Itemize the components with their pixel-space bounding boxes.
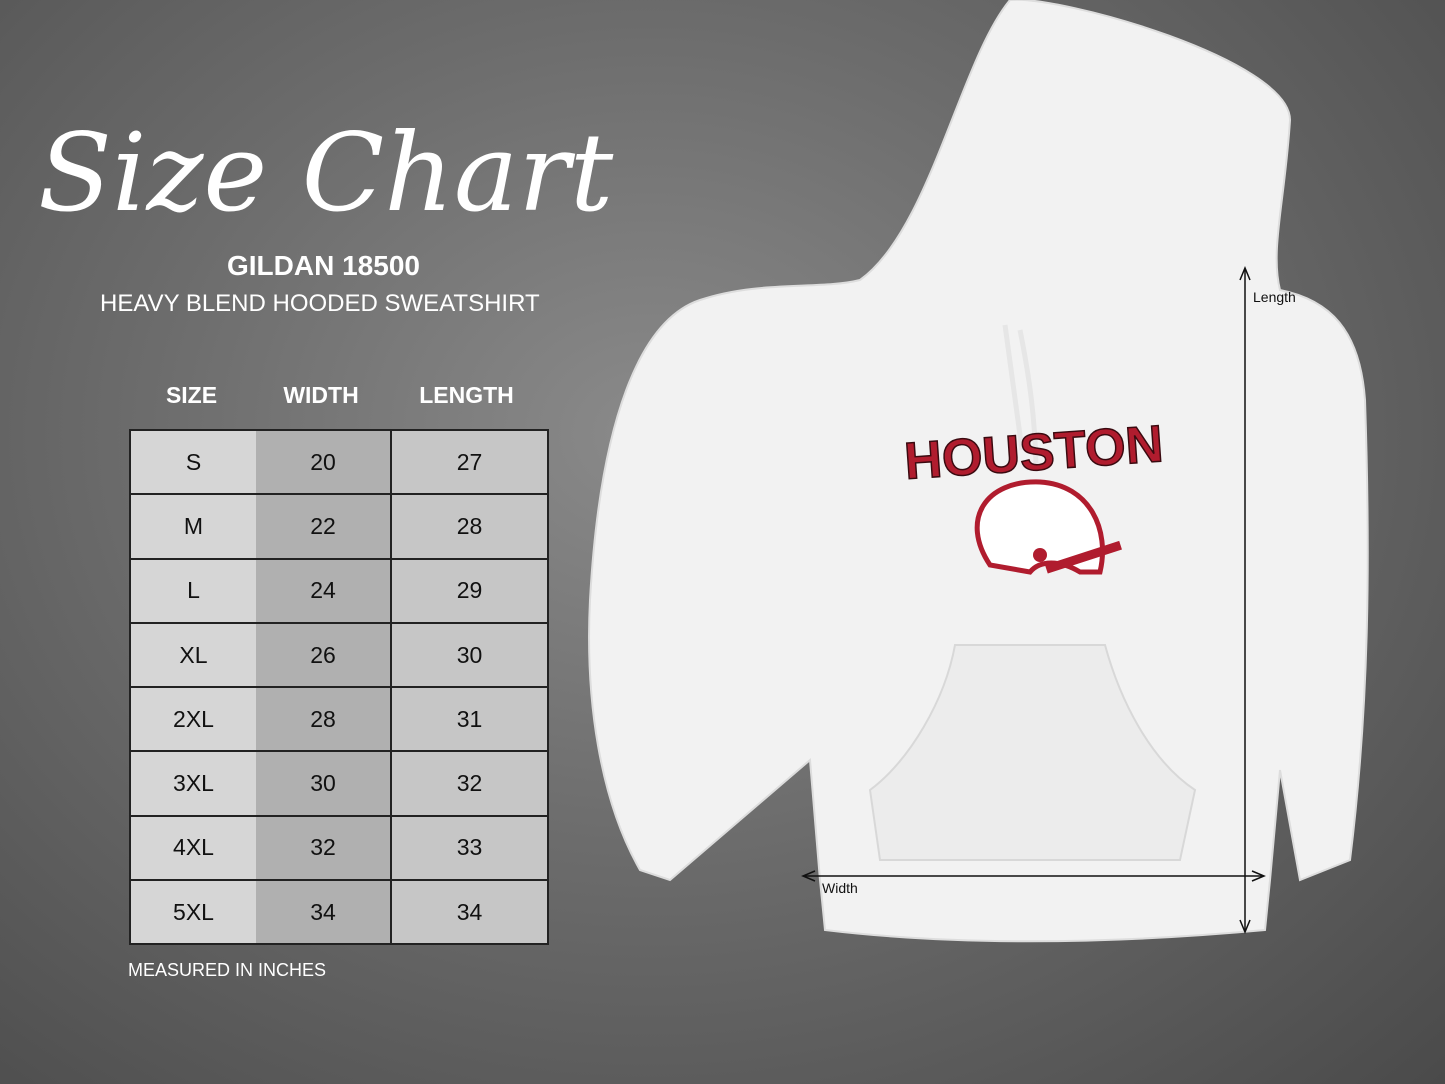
length-cell: 29 [390, 557, 548, 623]
width-arrow [801, 870, 1266, 882]
size-cell: L [130, 557, 256, 623]
header-width: WIDTH [283, 382, 359, 408]
header-length: LENGTH [419, 382, 514, 408]
product-name: HEAVY BLEND HOODED SWEATSHIRT [100, 290, 540, 317]
table-row: 4XL 32 33 [130, 814, 548, 881]
length-arrow [1239, 266, 1251, 934]
width-cell: 24 [256, 557, 391, 623]
size-cell: 2XL [130, 686, 256, 752]
size-cell: M [130, 493, 256, 559]
table-row: 3XL 30 32 [130, 750, 548, 816]
helmet-icon [974, 479, 1122, 575]
size-cell: 3XL [130, 750, 256, 816]
table-row: M 22 28 [130, 493, 548, 559]
table-row: XL 26 30 [130, 621, 548, 688]
width-cell: 26 [256, 621, 391, 688]
hoodie-image: HOUSTON [588, 0, 1369, 943]
size-cell: S [130, 428, 256, 495]
size-chart-title: Size Chart [38, 111, 614, 236]
size-cell: XL [130, 621, 256, 688]
width-cell: 30 [256, 750, 391, 816]
width-cell: 32 [256, 814, 391, 881]
length-cell: 33 [390, 814, 548, 881]
header-size: SIZE [165, 382, 218, 408]
width-label: Width [822, 880, 858, 896]
length-cell: 27 [390, 428, 548, 495]
size-table: S 20 27 M 22 28 L 24 29 XL 26 30 2XL 28 31 3XL 30 32 4XL 32… [129, 428, 549, 946]
width-cell: 22 [256, 493, 391, 559]
length-cell: 30 [390, 621, 548, 688]
width-cell: 20 [256, 428, 391, 495]
brand-name: GILDAN 18500 [227, 250, 420, 281]
title-text: Size Chart [38, 111, 614, 236]
length-cell: 32 [390, 750, 548, 816]
length-cell: 28 [390, 493, 548, 559]
table-row: 5XL 34 34 [130, 879, 548, 945]
length-cell: 31 [390, 686, 548, 752]
width-cell: 34 [256, 879, 391, 945]
length-label: Length [1253, 289, 1296, 305]
size-cell: 4XL [130, 814, 256, 881]
table-row: S 20 27 [130, 428, 548, 495]
width-cell: 28 [256, 686, 391, 752]
size-cell: 5XL [130, 879, 256, 945]
measurement-note: MEASURED IN INCHES [128, 960, 327, 980]
table-row: L 24 29 [130, 557, 548, 623]
length-cell: 34 [390, 879, 548, 945]
table-row: 2XL 28 31 [130, 686, 548, 752]
